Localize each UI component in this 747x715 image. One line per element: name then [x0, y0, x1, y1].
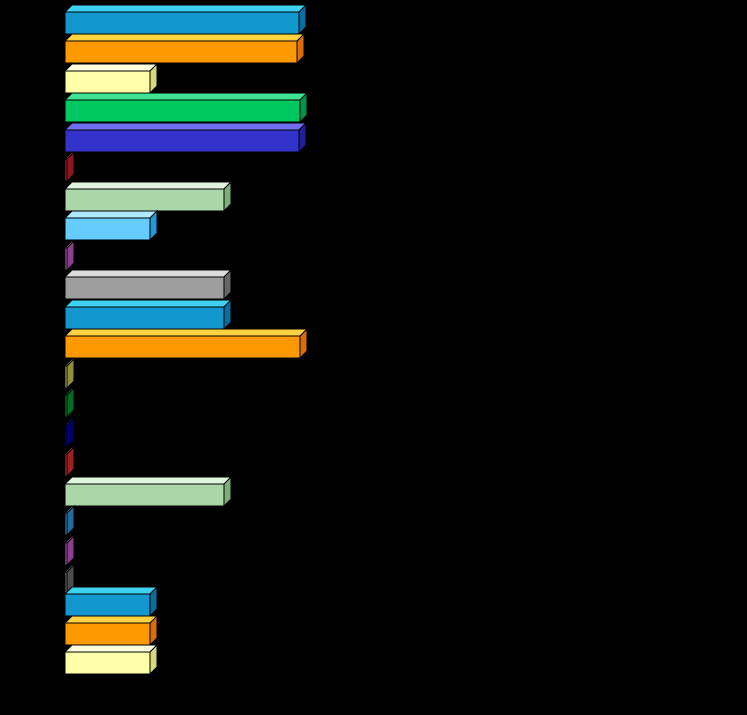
bar-9-front-face: [64, 247, 68, 271]
bar-12-front-face: [64, 335, 301, 359]
bar-1[interactable]: [63, 3, 310, 38]
bar-21-top-face: [63, 586, 159, 595]
bar-16[interactable]: [63, 445, 78, 480]
bar-23-front-face: [64, 651, 151, 675]
bar-10-top-face: [63, 269, 233, 278]
bar-6-front-face: [64, 158, 68, 182]
bar-15[interactable]: [63, 416, 78, 451]
bar-3[interactable]: [63, 62, 161, 97]
bar-8-front-face: [64, 217, 151, 241]
bar-19-front-face: [64, 542, 68, 566]
bar-22-top-face: [63, 615, 159, 624]
bar-11-front-face: [64, 306, 225, 330]
bar-8-top-face: [63, 210, 159, 219]
bar-7[interactable]: [63, 180, 235, 215]
bar-11[interactable]: [63, 298, 235, 333]
bar-17-front-face: [64, 483, 225, 507]
bar-18[interactable]: [63, 504, 78, 539]
bar-17-top-face: [63, 476, 233, 485]
bar-22-front-face: [64, 622, 151, 646]
bar-15-front-face: [64, 424, 68, 448]
bar-17[interactable]: [63, 475, 235, 510]
bar-13[interactable]: [63, 357, 78, 392]
bar-2-top-face: [63, 33, 306, 42]
bar-18-front-face: [64, 512, 68, 536]
bar-4-top-face: [63, 92, 309, 101]
bar-16-front-face: [64, 453, 68, 477]
bar-5-front-face: [64, 129, 300, 153]
bar-7-top-face: [63, 181, 233, 190]
bar-23-top-face: [63, 644, 159, 653]
bar-14[interactable]: [63, 386, 78, 421]
bar-1-front-face: [64, 11, 300, 35]
bar-10-front-face: [64, 276, 225, 300]
bar-12-top-face: [63, 328, 309, 337]
bar-8[interactable]: [63, 209, 161, 244]
bar-14-front-face: [64, 394, 68, 418]
bar-2-front-face: [64, 40, 298, 64]
bar-2[interactable]: [63, 32, 308, 67]
bar-23[interactable]: [63, 643, 161, 678]
bar-9[interactable]: [63, 239, 78, 274]
bar-12[interactable]: [63, 327, 311, 362]
bar-5[interactable]: [63, 121, 310, 156]
bar-5-top-face: [63, 122, 308, 131]
bar-11-top-face: [63, 299, 233, 308]
bar-22[interactable]: [63, 614, 161, 649]
bar-1-top-face: [63, 4, 308, 13]
bar-4[interactable]: [63, 91, 311, 126]
bar-21[interactable]: [63, 585, 161, 620]
bar-7-front-face: [64, 188, 225, 212]
bar-6[interactable]: [63, 150, 78, 185]
bar-13-front-face: [64, 365, 68, 389]
bar-10[interactable]: [63, 268, 235, 303]
bar-21-front-face: [64, 593, 151, 617]
bar-3-top-face: [63, 63, 159, 72]
bar-19[interactable]: [63, 534, 78, 569]
bar-3-front-face: [64, 70, 151, 94]
bar-4-front-face: [64, 99, 301, 123]
